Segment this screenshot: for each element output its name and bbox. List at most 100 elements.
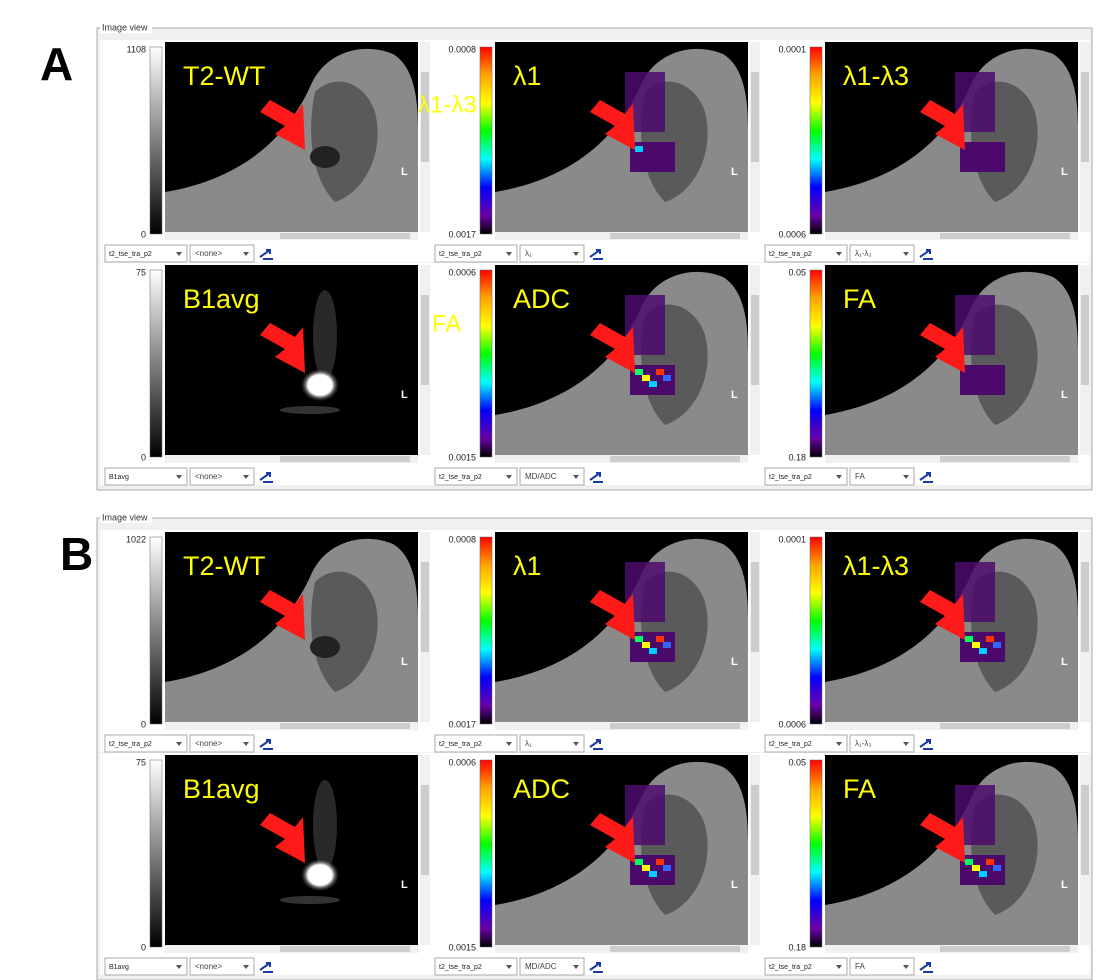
v-thumb[interactable]	[421, 72, 429, 162]
colorbar-max: 0.05	[788, 757, 806, 767]
link-button[interactable]	[259, 472, 273, 483]
series-dropdown[interactable]	[104, 244, 188, 263]
overlay-label: FA	[843, 774, 876, 804]
arrow	[920, 100, 965, 150]
series-dropdown[interactable]	[764, 957, 848, 976]
dropdown-arrow	[836, 965, 842, 969]
h-thumb[interactable]	[610, 946, 740, 952]
link-button[interactable]	[259, 962, 273, 973]
link-button[interactable]	[919, 249, 933, 260]
v-thumb[interactable]	[751, 562, 759, 652]
map-value: λ₁	[525, 249, 532, 258]
map-dropdown[interactable]	[189, 957, 255, 976]
series-dropdown[interactable]	[104, 467, 188, 486]
link-button[interactable]	[259, 249, 273, 260]
h-thumb[interactable]	[280, 946, 410, 952]
map-spot	[642, 642, 650, 648]
hotspot	[300, 368, 340, 402]
dropdown-arrow	[903, 252, 909, 256]
series-dropdown[interactable]	[764, 244, 848, 263]
h-thumb[interactable]	[940, 233, 1070, 239]
side-marker: L	[731, 879, 738, 891]
v-thumb[interactable]	[1081, 785, 1089, 875]
link-button[interactable]	[589, 249, 603, 260]
map-spot	[663, 642, 671, 648]
map-dropdown[interactable]	[849, 734, 915, 753]
link-button[interactable]	[589, 739, 603, 750]
map-value: <none>	[195, 249, 222, 258]
link-button[interactable]	[589, 962, 603, 973]
v-thumb[interactable]	[421, 295, 429, 385]
v-thumb[interactable]	[751, 295, 759, 385]
h-thumb[interactable]	[940, 723, 1070, 729]
map-spot	[649, 871, 657, 877]
series-dropdown[interactable]	[104, 734, 188, 753]
series-dropdown[interactable]	[434, 244, 518, 263]
map-dropdown[interactable]	[189, 734, 255, 753]
v-thumb[interactable]	[1081, 562, 1089, 652]
series-dropdown[interactable]	[104, 957, 188, 976]
dropdown-arrow	[836, 742, 842, 746]
series-dropdown[interactable]	[764, 467, 848, 486]
map-spot	[642, 865, 650, 871]
link-button[interactable]	[589, 472, 603, 483]
h-thumb[interactable]	[280, 723, 410, 729]
h-thumb[interactable]	[610, 456, 740, 462]
v-thumb[interactable]	[751, 72, 759, 162]
map-dropdown[interactable]	[849, 957, 915, 976]
h-thumb[interactable]	[280, 456, 410, 462]
v-thumb[interactable]	[1081, 72, 1089, 162]
colorbar	[149, 536, 163, 725]
map-value: <none>	[195, 962, 222, 971]
dropdown-arrow	[243, 475, 249, 479]
h-thumb[interactable]	[280, 233, 410, 239]
image-content: L B1avg	[183, 284, 408, 414]
colorbar-max: 0.05	[788, 267, 806, 277]
dropdown-arrow	[573, 965, 579, 969]
colorbar-min: 0.0006	[778, 229, 806, 239]
v-thumb[interactable]	[421, 562, 429, 652]
series-dropdown[interactable]	[764, 734, 848, 753]
dropdown-arrow	[506, 965, 512, 969]
link-button[interactable]	[919, 962, 933, 973]
map-dropdown[interactable]	[849, 244, 915, 263]
series-value: t2_tse_tra_p2	[439, 964, 482, 971]
map-spot	[642, 375, 650, 381]
v-thumb[interactable]	[421, 785, 429, 875]
map-spot	[656, 369, 664, 375]
series-dropdown[interactable]	[434, 957, 518, 976]
map-dropdown[interactable]	[849, 467, 915, 486]
map-dropdown[interactable]	[519, 467, 585, 486]
v-thumb[interactable]	[1081, 295, 1089, 385]
series-value: t2_tse_tra_p2	[769, 474, 812, 481]
dropdown-arrow	[836, 475, 842, 479]
arrow	[590, 100, 635, 150]
link-button[interactable]	[259, 739, 273, 750]
map-dropdown[interactable]	[189, 467, 255, 486]
v-thumb[interactable]	[751, 785, 759, 875]
h-thumb[interactable]	[940, 456, 1070, 462]
series-dropdown[interactable]	[434, 467, 518, 486]
map-dropdown[interactable]	[519, 734, 585, 753]
panel-letter: B	[60, 528, 93, 580]
panel-title: Image view	[102, 512, 148, 522]
dropdown-arrow	[176, 475, 182, 479]
map-dropdown[interactable]	[189, 244, 255, 263]
h-thumb[interactable]	[610, 723, 740, 729]
dropdown-arrow	[506, 252, 512, 256]
map-dropdown[interactable]	[519, 244, 585, 263]
colorbar	[149, 46, 163, 235]
link-button[interactable]	[919, 472, 933, 483]
image-cell: 0.05 0.18 L FA t2_tse_tra_p2 FA	[760, 263, 1090, 486]
link-button[interactable]	[919, 739, 933, 750]
series-dropdown[interactable]	[434, 734, 518, 753]
dropdown-arrow	[506, 475, 512, 479]
stray-label: λ1-λ3	[418, 91, 477, 118]
h-thumb[interactable]	[940, 946, 1070, 952]
series-value: t2_tse_tra_p2	[439, 741, 482, 748]
h-thumb[interactable]	[610, 233, 740, 239]
map-dropdown[interactable]	[519, 957, 585, 976]
arrow	[260, 100, 305, 150]
overlay-label: λ1	[513, 61, 542, 91]
overlay-label: λ1	[513, 551, 542, 581]
